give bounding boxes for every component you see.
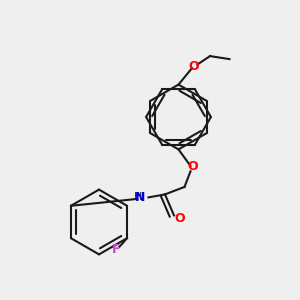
Text: O: O — [175, 212, 185, 225]
Text: N: N — [134, 191, 145, 204]
Text: F: F — [111, 243, 120, 256]
Text: O: O — [188, 60, 199, 73]
Text: H: H — [134, 192, 142, 203]
Text: O: O — [188, 160, 198, 173]
